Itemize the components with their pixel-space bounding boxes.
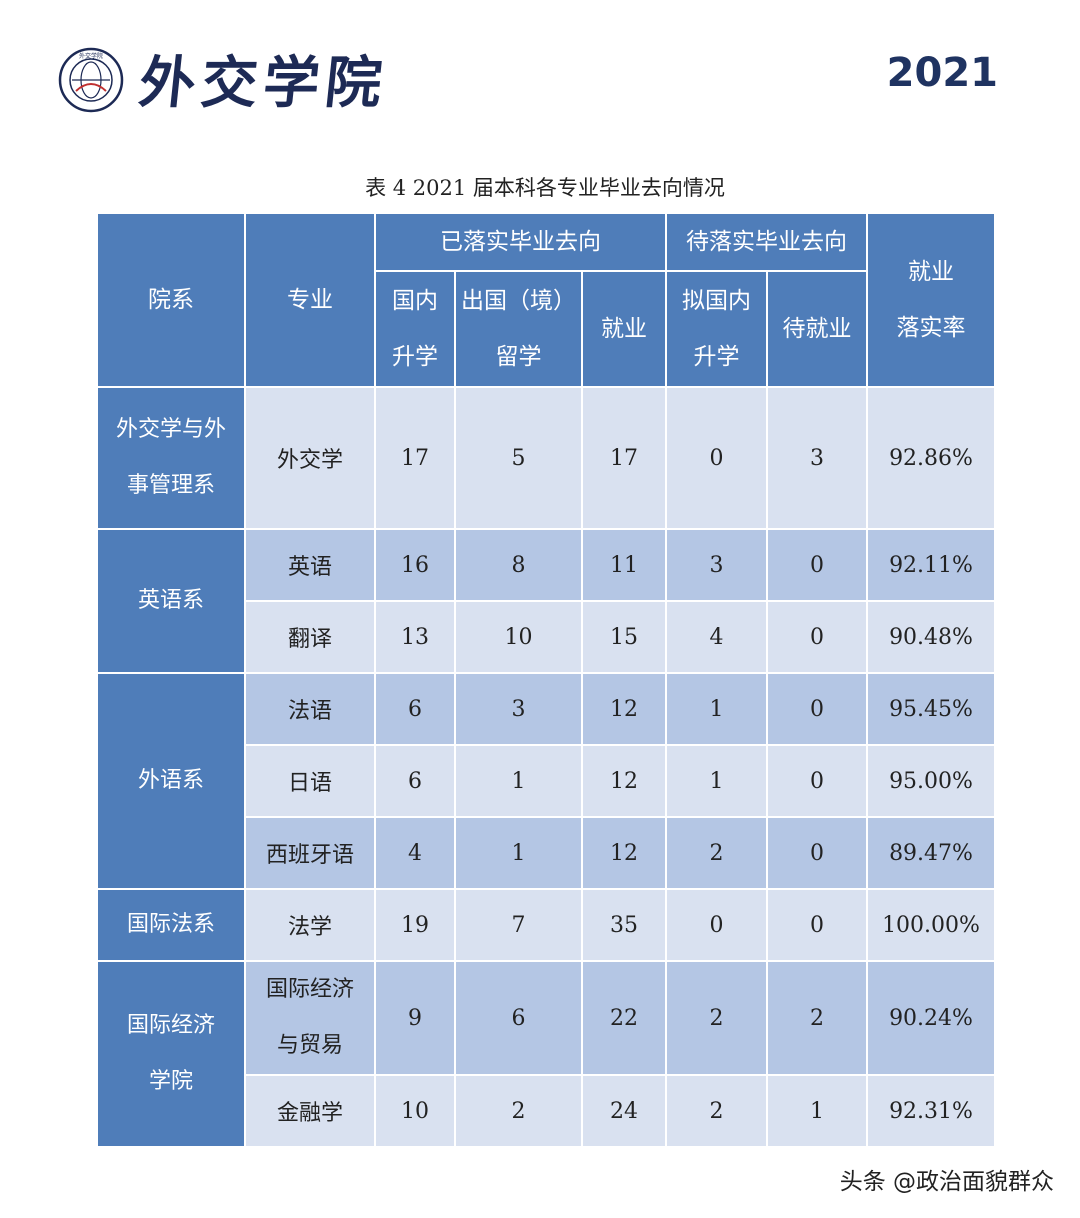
value-cell: 3 — [665, 528, 769, 602]
value-cell: 16 — [374, 528, 456, 602]
major-cell: 英语 — [244, 528, 376, 602]
major-cell: 国际经济 与贸易 — [244, 960, 376, 1076]
major-cell: 法语 — [244, 672, 376, 746]
value-cell: 0 — [766, 600, 869, 674]
value-cell: 13 — [374, 600, 456, 674]
graduation-destination-table: 院系 专业 已落实毕业去向 待落实毕业去向 就业 落实率 国内 升学 出国（境） 留学… — [96, 212, 997, 1148]
header-awaiting-job: 待就业 — [766, 270, 869, 388]
value-cell: 17 — [374, 386, 456, 530]
value-cell: 3 — [766, 386, 869, 530]
svg-text:外交学院: 外交学院 — [79, 52, 103, 60]
value-cell: 12 — [580, 816, 668, 890]
year-label: 2021 — [886, 50, 998, 96]
value-cell: 95.00% — [866, 744, 997, 818]
header-placed: 已落实毕业去向 — [373, 212, 668, 272]
value-cell: 3 — [454, 672, 583, 746]
header-dept: 院系 — [96, 212, 246, 388]
value-cell: 15 — [580, 600, 668, 674]
table-caption: 表 4 2021 届本科各专业毕业去向情况 — [365, 176, 725, 200]
major-cell: 金融学 — [244, 1074, 376, 1148]
university-seal-icon: 外交学院 — [58, 47, 124, 113]
value-cell: 90.48% — [866, 600, 997, 674]
header-pending: 待落实毕业去向 — [665, 212, 869, 272]
value-cell: 2 — [665, 816, 769, 890]
dept-cell: 国际经济 学院 — [96, 960, 246, 1148]
major-cell: 日语 — [244, 744, 376, 818]
value-cell: 12 — [580, 744, 668, 818]
value-cell: 2 — [665, 1074, 769, 1148]
value-cell: 1 — [665, 744, 769, 818]
value-cell: 92.11% — [866, 528, 997, 602]
value-cell: 19 — [374, 888, 456, 962]
table-row: 金融学 10 2 24 2 1 92.31% — [97, 1074, 997, 1148]
value-cell: 4 — [665, 600, 769, 674]
major-cell: 西班牙语 — [244, 816, 376, 890]
value-cell: 1 — [766, 1074, 869, 1148]
dept-cell: 国际法系 — [96, 888, 246, 962]
value-cell: 12 — [580, 672, 668, 746]
value-cell: 1 — [454, 816, 583, 890]
value-cell: 90.24% — [866, 960, 997, 1076]
major-cell: 外交学 — [244, 386, 376, 530]
value-cell: 0 — [766, 672, 869, 746]
value-cell: 5 — [454, 386, 583, 530]
value-cell: 92.86% — [866, 386, 997, 530]
value-cell: 11 — [580, 528, 668, 602]
value-cell: 1 — [665, 672, 769, 746]
value-cell: 2 — [454, 1074, 583, 1148]
value-cell: 24 — [580, 1074, 668, 1148]
header-abroad-study: 出国（境） 留学 — [454, 270, 583, 388]
major-cell: 法学 — [244, 888, 376, 962]
value-cell: 89.47% — [866, 816, 997, 890]
value-cell: 2 — [766, 960, 869, 1076]
value-cell: 10 — [374, 1074, 456, 1148]
value-cell: 35 — [580, 888, 668, 962]
value-cell: 9 — [374, 960, 456, 1076]
header-rate: 就业 落实率 — [866, 212, 997, 388]
table-row: 国际法系 法学 19 7 35 0 0 100.00% — [96, 888, 997, 962]
logo-text: 外交学院 — [136, 50, 391, 116]
value-cell: 0 — [766, 528, 869, 602]
value-cell: 95.45% — [866, 672, 997, 746]
value-cell: 0 — [766, 816, 869, 890]
dept-cell: 英语系 — [96, 528, 246, 674]
header-employment: 就业 — [580, 270, 668, 388]
value-cell: 10 — [454, 600, 583, 674]
value-cell: 2 — [665, 960, 769, 1076]
value-cell: 0 — [766, 888, 869, 962]
table-row: 外交学与外 事管理系 外交学 17 5 17 0 3 92.86% — [96, 386, 997, 530]
value-cell: 1 — [454, 744, 583, 818]
header-major: 专业 — [244, 212, 376, 388]
value-cell: 0 — [665, 386, 769, 530]
value-cell: 4 — [374, 816, 456, 890]
header-domestic-study: 国内 升学 — [374, 270, 456, 388]
value-cell: 7 — [454, 888, 583, 962]
table-row: 英语系 英语 16 8 11 3 0 92.11% — [96, 528, 997, 674]
value-cell: 22 — [580, 960, 668, 1076]
major-cell: 翻译 — [244, 600, 376, 674]
value-cell: 0 — [665, 888, 769, 962]
value-cell: 92.31% — [866, 1074, 997, 1148]
source-watermark: 头条 @政治面貌群众 — [839, 1169, 1054, 1195]
header-plan-domestic: 拟国内 升学 — [665, 270, 769, 388]
value-cell: 6 — [454, 960, 583, 1076]
value-cell: 0 — [766, 744, 869, 818]
dept-cell: 外语系 — [96, 672, 246, 890]
table-row: 翻译 13 10 15 4 0 90.48% — [97, 600, 997, 674]
dept-cell: 外交学与外 事管理系 — [96, 386, 246, 530]
value-cell: 6 — [374, 672, 456, 746]
value-cell: 100.00% — [866, 888, 997, 962]
value-cell: 6 — [374, 744, 456, 818]
value-cell: 8 — [454, 528, 583, 602]
value-cell: 17 — [580, 386, 668, 530]
